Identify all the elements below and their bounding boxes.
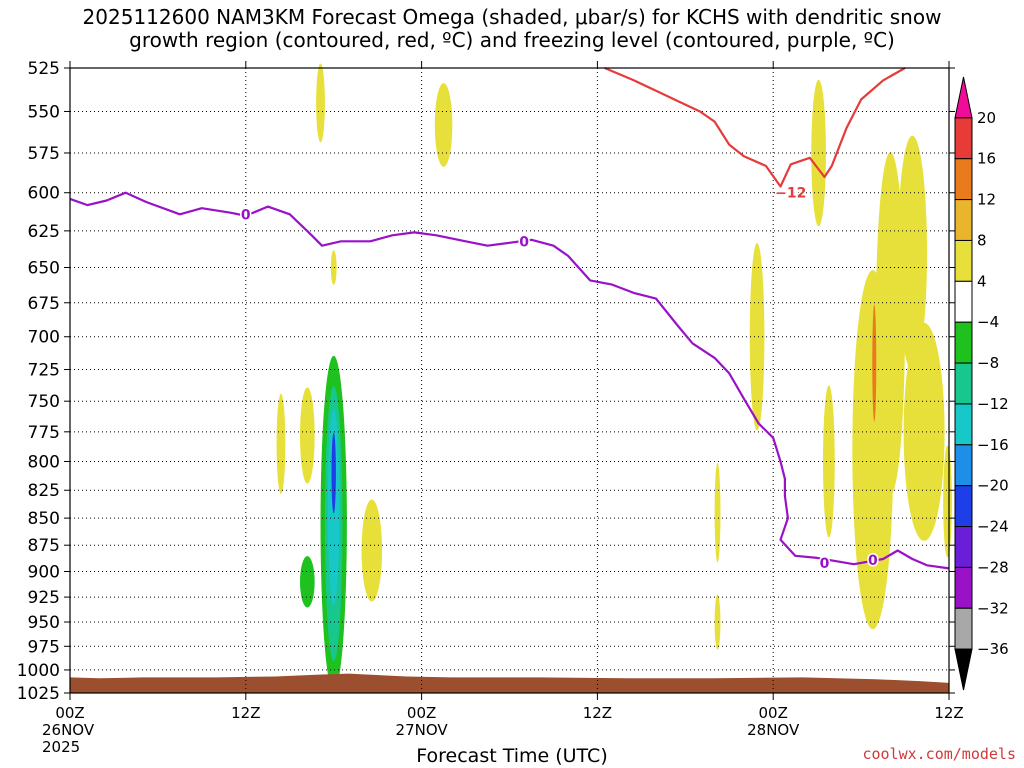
chart-title: 2025112600 NAM3KM Forecast Omega (shaded…	[0, 6, 1024, 52]
y-tick-label: 1000	[17, 661, 60, 681]
omega-blob	[872, 304, 877, 422]
omega-blob	[300, 556, 315, 608]
y-tick-label: 925	[28, 588, 60, 608]
colorbar-label: −16	[977, 436, 1009, 454]
omega-shading	[276, 63, 952, 692]
x-tick-label: 12Z	[583, 704, 612, 722]
y-axis: 525 550 575 600 625 650 675 700 725 750 775 800 825 8…	[17, 59, 955, 704]
colorbar-segment	[954, 117, 973, 160]
colorbar-cap-bottom	[954, 648, 973, 691]
colorbar-label: −32	[977, 599, 1009, 617]
omega-blob	[330, 250, 337, 285]
colorbar-label: 8	[977, 231, 987, 249]
colorbar-label: 4	[977, 272, 987, 290]
omega-blob	[714, 462, 721, 563]
omega-blob	[903, 322, 945, 541]
colorbar-label: −4	[977, 313, 999, 331]
colorbar-label: −36	[977, 640, 1009, 658]
x-tick-label: 26NOV	[42, 721, 95, 739]
omega-blob	[316, 63, 325, 143]
y-tick-label: 600	[28, 184, 60, 204]
y-tick-label: 850	[28, 509, 60, 529]
y-tick-label: 725	[28, 361, 60, 381]
colorbar-segment	[954, 362, 973, 405]
colorbar-label: −24	[977, 518, 1009, 536]
y-tick-label: 650	[28, 259, 60, 279]
terrain-area	[70, 673, 949, 693]
contour-label: −12	[775, 186, 806, 202]
contour-label: 0	[820, 556, 830, 572]
colorbar-segment	[954, 607, 973, 650]
x-tick-label: 12Z	[231, 704, 260, 722]
contour-label: 0	[519, 234, 529, 250]
omega-blob	[331, 432, 336, 514]
y-tick-label: 625	[28, 222, 60, 242]
y-tick-label: 775	[28, 423, 60, 443]
y-tick-label: 700	[28, 328, 60, 348]
y-tick-label: 550	[28, 102, 60, 122]
omega-blob	[875, 152, 906, 495]
colorbar-label: 20	[977, 109, 996, 127]
title-line-1: 2025112600 NAM3KM Forecast Omega (shaded…	[82, 5, 942, 29]
omega-blob	[276, 393, 286, 494]
y-tick-label: 900	[28, 563, 60, 583]
y-tick-label: 1025	[17, 684, 60, 704]
colorbar-segment	[954, 158, 973, 201]
x-tick-label: 2025	[42, 738, 80, 756]
contour-lines: 0 0 0 0 −12	[69, 66, 950, 574]
y-tick-label: 525	[28, 59, 60, 79]
colorbar: 20 16 12 8 4 −4 −8 −12 −16 −20 −24 −28 −32 −36	[954, 76, 1009, 691]
y-tick-label: 800	[28, 452, 60, 472]
omega-blob	[749, 243, 765, 431]
title-line-2: growth region (contoured, red, ºC) and f…	[129, 28, 895, 52]
colorbar-segment	[954, 526, 973, 568]
x-tick-label: 12Z	[934, 704, 963, 722]
colorbar-segment	[954, 280, 973, 323]
terrain-fill	[70, 673, 949, 693]
x-tick-label: 00Z	[759, 704, 788, 722]
x-axis-title: Forecast Time (UTC)	[416, 745, 608, 767]
omega-blob	[714, 594, 721, 650]
colorbar-segment	[954, 239, 973, 282]
y-tick-label: 575	[28, 144, 60, 164]
y-tick-label: 750	[28, 392, 60, 412]
colorbar-label: −8	[977, 354, 999, 372]
plot-frame	[69, 67, 950, 694]
colorbar-label: −20	[977, 477, 1009, 495]
y-tick-label: 975	[28, 637, 60, 657]
x-tick-label: 28NOV	[747, 721, 800, 739]
colorbar-segment	[954, 403, 973, 446]
colorbar-label: 12	[977, 191, 996, 209]
contour-line	[604, 66, 906, 188]
contour-label: 0	[241, 207, 251, 223]
contour-label: 0	[868, 553, 878, 569]
colorbar-cap-top	[954, 76, 973, 119]
credit-text: coolwx.com/models	[862, 745, 1016, 763]
colorbar-segment	[954, 566, 973, 609]
y-tick-label: 825	[28, 481, 60, 501]
colorbar-segment	[954, 199, 973, 241]
omega-blob	[897, 135, 928, 371]
omega-blob	[823, 385, 835, 538]
colorbar-label: 16	[977, 150, 996, 168]
omega-blob	[943, 445, 952, 558]
omega-blob	[434, 83, 453, 167]
colorbar-segment	[954, 321, 973, 364]
colorbar-label: −12	[977, 395, 1009, 413]
y-tick-label: 875	[28, 536, 60, 556]
colorbar-segment	[954, 485, 973, 528]
omega-blob	[361, 499, 383, 602]
colorbar-label: −28	[977, 558, 1009, 576]
y-tick-label: 950	[28, 613, 60, 633]
x-tick-label: 00Z	[55, 704, 84, 722]
colorbar-segment	[954, 444, 973, 487]
contour-line	[69, 191, 950, 570]
y-tick-label: 675	[28, 294, 60, 314]
x-tick-label: 00Z	[407, 704, 436, 722]
x-tick-label: 27NOV	[396, 721, 449, 739]
omega-blob	[300, 387, 315, 484]
